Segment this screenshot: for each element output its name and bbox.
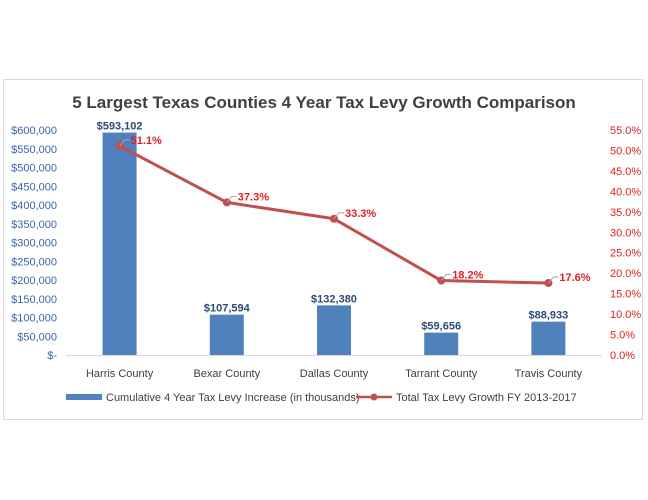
bar-data-label: $88,933 — [529, 310, 569, 322]
x-category-label: Tarrant County — [405, 368, 478, 380]
bar — [102, 132, 137, 355]
line-data-label: 37.3% — [238, 191, 269, 203]
x-category-label: Bexar County — [193, 368, 260, 380]
y-left-tick-label: $550,000 — [11, 144, 57, 156]
y-left-tick-label: $200,000 — [11, 275, 57, 287]
y-right-tick-label: 10.0% — [610, 309, 641, 321]
bar-data-label: $132,380 — [311, 293, 357, 305]
bar-data-label: $59,656 — [421, 321, 461, 333]
line-label-leader — [226, 195, 237, 203]
line-label-leader — [440, 274, 452, 281]
y-left-tick-label: $500,000 — [11, 163, 57, 175]
y-left-tick-label: $100,000 — [11, 313, 57, 325]
x-category-label: Dallas County — [300, 368, 369, 380]
y-right-tick-label: 15.0% — [610, 289, 641, 301]
line-data-label: 33.3% — [345, 208, 376, 220]
y-right-tick-label: 25.0% — [610, 248, 641, 260]
legend-label-line: Total Tax Levy Growth FY 2013-2017 — [396, 392, 577, 404]
y-right-tick-label: 20.0% — [610, 268, 641, 280]
y-right-tick-label: 0.0% — [610, 350, 635, 362]
line-data-label: 18.2% — [452, 270, 483, 282]
line-label-leader — [119, 139, 130, 147]
plot-area: $- $50,000 $100,000 $150,000 $200,000 $250,00… — [11, 121, 641, 380]
line-data-label: 17.6% — [559, 272, 590, 284]
y-left-tick-label: $600,000 — [11, 125, 57, 137]
bar — [209, 314, 244, 355]
y-right-tick-label: 30.0% — [610, 227, 641, 239]
legend-swatch-bars — [66, 394, 102, 400]
bar — [531, 321, 566, 355]
y-left-tick-label: $450,000 — [11, 181, 57, 193]
y-left-tick-label: $350,000 — [11, 219, 57, 231]
y-left-tick-label: $- — [47, 350, 57, 362]
bar — [424, 332, 459, 355]
y-right-tick-label: 5.0% — [610, 330, 635, 342]
line-label-leader — [548, 276, 559, 284]
y-left-tick-label: $150,000 — [11, 294, 57, 306]
line-data-label: 51.1% — [131, 135, 162, 147]
y-left-tick-label: $50,000 — [17, 331, 57, 343]
legend-marker-line — [370, 393, 378, 401]
y-right-tick-label: 50.0% — [610, 145, 641, 157]
bar — [317, 305, 351, 355]
line-series — [118, 144, 549, 285]
y-left-tick-label: $250,000 — [11, 256, 57, 268]
y-right-tick-label: 55.0% — [610, 125, 641, 137]
y-right-tick-label: 45.0% — [610, 166, 641, 178]
x-category-label: Harris County — [86, 368, 154, 380]
y-right-tick-label: 35.0% — [610, 207, 641, 219]
x-category-label: Travis County — [515, 368, 583, 380]
y-right-tick-label: 40.0% — [610, 186, 641, 198]
line-label-leader — [333, 212, 344, 220]
bar-data-label: $107,594 — [204, 303, 251, 315]
y-left-tick-label: $300,000 — [11, 238, 57, 250]
legend: Cumulative 4 Year Tax Levy Increase (in … — [66, 392, 577, 404]
y-left-tick-label: $400,000 — [11, 200, 57, 212]
legend-label-bars: Cumulative 4 Year Tax Levy Increase (in … — [106, 392, 360, 404]
bar-data-label: $593,102 — [97, 121, 143, 133]
chart-title: 5 Largest Texas Counties 4 Year Tax Levy… — [72, 93, 576, 112]
